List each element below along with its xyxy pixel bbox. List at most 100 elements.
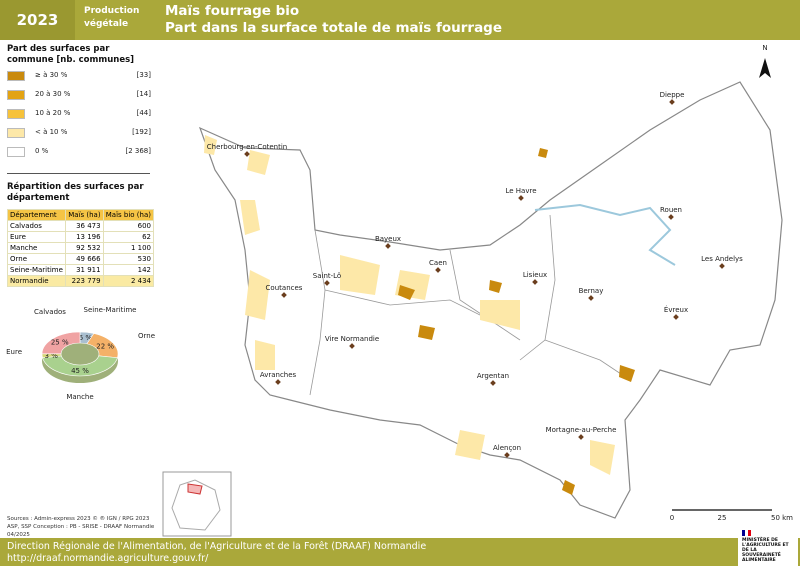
table-row: Normandie 223 779 2 434	[6, 275, 155, 287]
footer-org: Direction Régionale de l'Alimentation, d…	[7, 541, 427, 552]
ministry-logo: MINISTÈRE DE L'AGRICULTURE ET DE LA SOUV…	[738, 528, 798, 566]
city-label: Vire Normandie	[325, 335, 379, 343]
city-marker	[504, 452, 510, 458]
column-header: Maïs bio (ha)	[102, 209, 155, 221]
city-label: Alençon	[493, 444, 521, 452]
separator	[7, 173, 150, 174]
table-cell: 2 434	[102, 275, 155, 287]
legend-label: 20 à 30 %	[35, 90, 71, 98]
footer-url[interactable]: http://draaf.normandie.agriculture.gouv.…	[7, 553, 209, 564]
table-row: Orne 49 666 530	[6, 253, 155, 265]
table-cell: 36 473	[65, 220, 104, 232]
city-label: Saint-Lô	[313, 272, 341, 280]
legend-label: 0 %	[35, 147, 49, 155]
city-label: Coutances	[266, 284, 303, 292]
city-marker	[385, 243, 391, 249]
table-cell: 600	[102, 220, 155, 232]
legend-count: [44]	[136, 109, 151, 117]
legend-swatch	[7, 128, 25, 138]
city-label: Le Havre	[505, 187, 536, 195]
legend-item: < à 10 % [192]	[7, 127, 155, 141]
table: Département Maïs (ha) Maïs bio (ha) Calvado…	[6, 209, 155, 287]
city-marker	[349, 343, 355, 349]
city-label: Bayeux	[375, 235, 401, 243]
city-label: Les Andelys	[701, 255, 743, 263]
map: N Dieppe Cherbourg-en-Cotentin Le Havre Rou…	[162, 44, 793, 537]
scale-label: 0	[670, 514, 674, 522]
column-header: Département	[6, 209, 67, 221]
donut-slice	[42, 355, 118, 377]
table-row: Manche 92 532 1 100	[6, 242, 155, 254]
city-label: Évreux	[664, 305, 688, 314]
city-label: Bernay	[579, 287, 604, 295]
donut-slice	[41, 331, 81, 355]
legend-item: 0 % [2 368]	[7, 146, 155, 160]
city-marker	[578, 434, 584, 440]
donut-value-label: 6 %	[79, 334, 93, 342]
city-label: Caen	[429, 259, 447, 267]
side-panel: Part des surfaces par commune [nb. commu…	[0, 40, 160, 538]
donut-category: Eure	[6, 348, 22, 356]
legend-swatch	[7, 71, 25, 81]
table-cell: 49 666	[65, 253, 104, 265]
city-label: Lisieux	[523, 271, 547, 279]
table-title: Répartition des surfaces par département	[7, 182, 144, 203]
city-label: Avranches	[260, 371, 297, 379]
donut-value-label: 22 %	[96, 342, 114, 350]
scale-label: 25	[718, 514, 727, 522]
table-cell: Normandie	[6, 275, 67, 287]
legend-item: 20 à 30 % [14]	[7, 89, 155, 103]
city-marker	[518, 195, 524, 201]
table-cell: 1 100	[102, 242, 155, 254]
city-label: Argentan	[477, 372, 509, 380]
legend-swatch	[7, 90, 25, 100]
north-label: N	[762, 44, 767, 52]
table-cell: 62	[102, 231, 155, 243]
river	[534, 203, 676, 266]
year: 2023	[0, 0, 75, 40]
donut-category: Manche	[66, 393, 93, 401]
table-cell: 223 779	[65, 275, 104, 287]
subtitle: Part dans la surface totale de maïs four…	[165, 20, 502, 36]
column-header: Maïs (ha)	[65, 209, 104, 221]
city-label: Rouen	[660, 206, 682, 214]
domain: Production végétale	[84, 6, 140, 29]
city-marker	[673, 314, 679, 320]
donut-value-label: 45 %	[71, 367, 89, 375]
table-cell: 530	[102, 253, 155, 265]
table-row: Seine-Maritime 31 911 142	[6, 264, 155, 276]
donut-category: Calvados	[34, 308, 66, 316]
legend-count: [33]	[136, 71, 151, 79]
city-marker	[324, 280, 330, 286]
city-marker	[244, 151, 250, 157]
city-marker	[435, 267, 441, 273]
inset-normandie	[187, 483, 203, 495]
legend-count: [2 368]	[125, 147, 151, 155]
table-row: Calvados 36 473 600	[6, 220, 155, 232]
table-cell: Manche	[6, 242, 67, 254]
city-marker	[669, 99, 675, 105]
scale-label: 50 km	[771, 514, 793, 522]
legend-swatch	[7, 109, 25, 119]
donut-value-label: 25 %	[51, 339, 69, 347]
city-label: Dieppe	[660, 91, 685, 99]
legend-item: ≥ à 30 % [33]	[7, 70, 155, 84]
sources: Sources : Admin-express 2023 © ® IGN / R…	[7, 516, 155, 538]
city-marker	[275, 379, 281, 385]
city-marker	[281, 292, 287, 298]
table-cell: Eure	[6, 231, 67, 243]
donut-category: Orne	[138, 332, 155, 340]
table-cell: Seine-Maritime	[6, 264, 67, 276]
table-cell: 142	[102, 264, 155, 276]
city-marker	[490, 380, 496, 386]
department-borders	[309, 214, 631, 396]
legend-label: ≥ à 30 %	[35, 71, 68, 79]
table-cell: 13 196	[65, 231, 104, 243]
inset-france	[171, 479, 221, 531]
titles: Maïs fourrage bio Part dans la surface t…	[165, 3, 502, 37]
legend-title: Part des surfaces par commune [nb. commu…	[7, 44, 135, 65]
city-marker	[532, 279, 538, 285]
city-marker	[719, 263, 725, 269]
header: 2023 Production végétale Maïs fourrage b…	[0, 0, 800, 40]
